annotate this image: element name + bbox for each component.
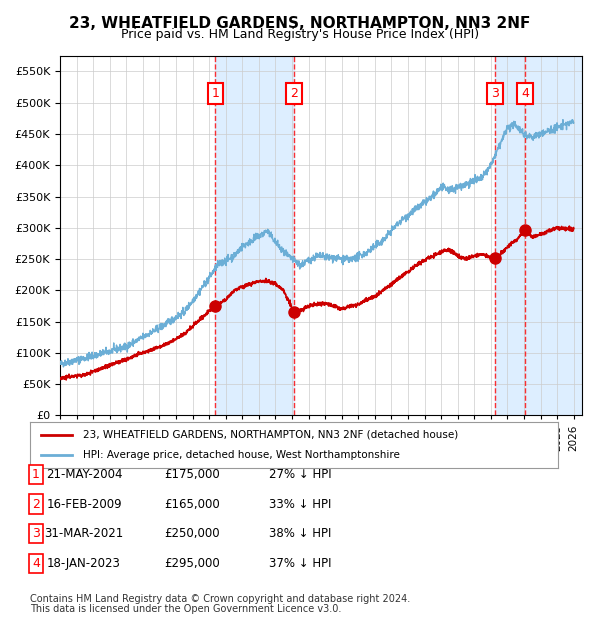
Bar xyxy=(495,56,525,415)
Text: 21-MAY-2004: 21-MAY-2004 xyxy=(46,468,122,481)
Text: 16-FEB-2009: 16-FEB-2009 xyxy=(46,498,122,510)
Text: 3: 3 xyxy=(32,528,40,540)
Text: 4: 4 xyxy=(521,87,529,100)
Text: 1: 1 xyxy=(32,468,40,481)
Text: £250,000: £250,000 xyxy=(164,528,220,540)
Text: 2: 2 xyxy=(32,498,40,510)
Text: 3: 3 xyxy=(491,87,499,100)
Text: 1: 1 xyxy=(212,87,220,100)
Bar xyxy=(215,56,294,415)
Text: 23, WHEATFIELD GARDENS, NORTHAMPTON, NN3 2NF: 23, WHEATFIELD GARDENS, NORTHAMPTON, NN3… xyxy=(70,16,530,30)
Text: Price paid vs. HM Land Registry's House Price Index (HPI): Price paid vs. HM Land Registry's House … xyxy=(121,28,479,41)
Text: 23, WHEATFIELD GARDENS, NORTHAMPTON, NN3 2NF (detached house): 23, WHEATFIELD GARDENS, NORTHAMPTON, NN3… xyxy=(83,430,458,440)
Text: 2: 2 xyxy=(290,87,298,100)
Text: £165,000: £165,000 xyxy=(164,498,220,510)
Text: £295,000: £295,000 xyxy=(164,557,220,570)
Text: This data is licensed under the Open Government Licence v3.0.: This data is licensed under the Open Gov… xyxy=(30,604,341,614)
Text: 31-MAR-2021: 31-MAR-2021 xyxy=(44,528,124,540)
Bar xyxy=(525,56,582,415)
Text: 38% ↓ HPI: 38% ↓ HPI xyxy=(269,528,331,540)
Text: Contains HM Land Registry data © Crown copyright and database right 2024.: Contains HM Land Registry data © Crown c… xyxy=(30,595,410,604)
Text: 37% ↓ HPI: 37% ↓ HPI xyxy=(269,557,331,570)
Text: 27% ↓ HPI: 27% ↓ HPI xyxy=(269,468,331,481)
Text: HPI: Average price, detached house, West Northamptonshire: HPI: Average price, detached house, West… xyxy=(83,450,400,460)
Text: £175,000: £175,000 xyxy=(164,468,220,481)
Text: 4: 4 xyxy=(32,557,40,570)
Text: 18-JAN-2023: 18-JAN-2023 xyxy=(47,557,121,570)
Text: 33% ↓ HPI: 33% ↓ HPI xyxy=(269,498,331,510)
